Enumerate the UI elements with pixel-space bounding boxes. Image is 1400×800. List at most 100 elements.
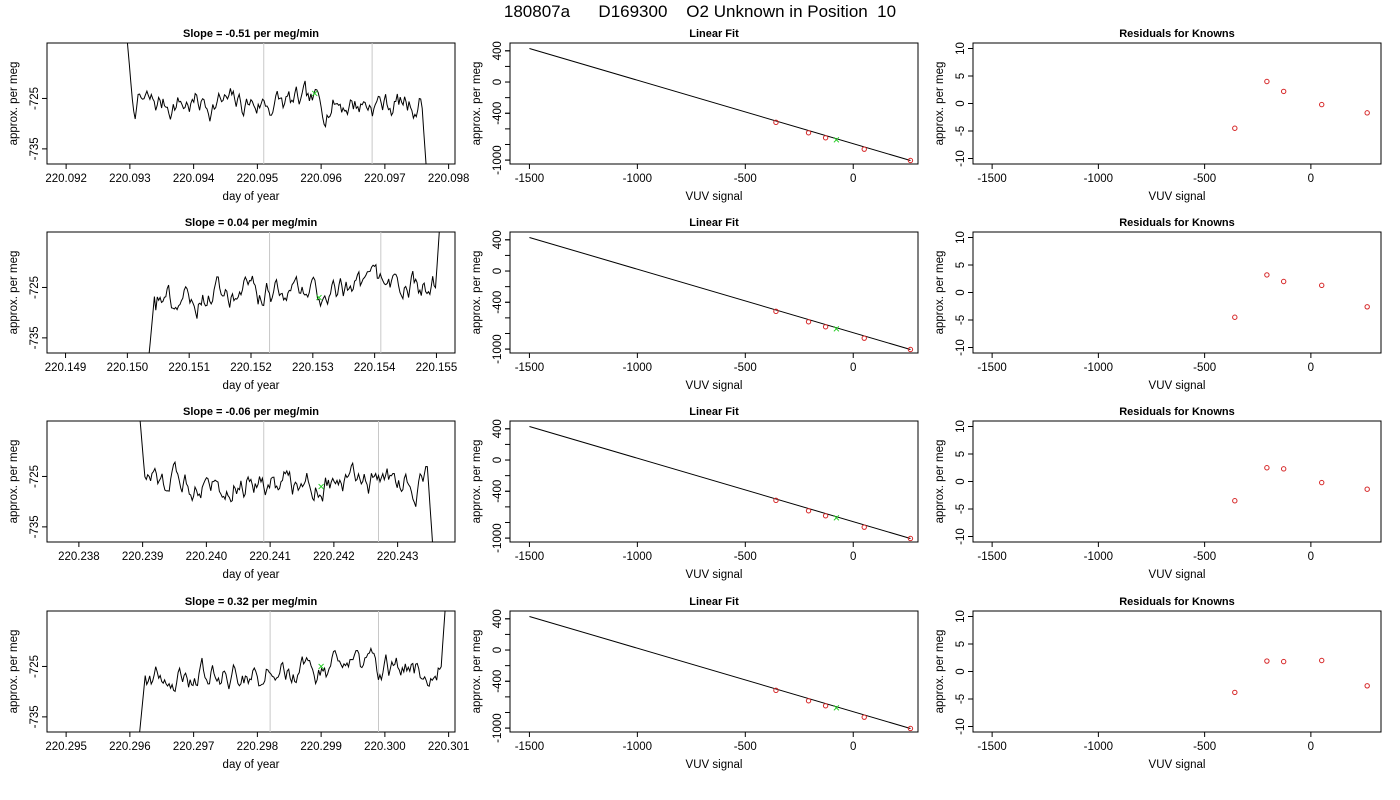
x-tick-label: -1500	[977, 362, 1006, 374]
known-point	[907, 725, 914, 732]
plot-frame	[972, 231, 1382, 354]
y-axis-label: approx. per meg	[934, 630, 946, 714]
y-axis-label: approx. per meg	[934, 251, 946, 335]
y-tick-label: -400	[492, 480, 504, 503]
y-tick-label: 0	[492, 268, 504, 274]
x-tick-label: -500	[734, 551, 757, 563]
plot-area	[126, 43, 427, 164]
residual-point	[1364, 486, 1370, 492]
y-tick-label: -1000	[492, 523, 504, 552]
x-tick-label: 220.297	[173, 741, 215, 753]
y-tick-label: 10	[955, 610, 967, 623]
x-tick-label: -1000	[623, 741, 652, 753]
x-tick-label: -500	[1193, 741, 1216, 753]
x-tick-label: -500	[1193, 362, 1216, 374]
fit-line	[529, 425, 911, 539]
time-series-line	[126, 43, 427, 164]
plot-frame	[46, 231, 456, 354]
x-tick-label: -1500	[515, 551, 544, 563]
x-axis-label: VUV signal	[686, 759, 743, 771]
residuals-panel-row-1: Residuals for Knowns -1500 -1000 -500 0 10 5 0 -…	[934, 28, 1382, 203]
y-tick-label: 400	[492, 609, 504, 628]
plot-frame	[509, 231, 919, 354]
residual-point	[1319, 479, 1325, 486]
y-tick-label: 5	[955, 641, 967, 647]
known-point	[805, 319, 812, 325]
y-tick-label: -5	[955, 694, 967, 704]
y-axis-label: approx. per meg	[471, 440, 483, 524]
y-tick-label: -735	[29, 515, 41, 538]
x-tick-label: -500	[734, 741, 757, 753]
y-tick-label: -725	[29, 276, 41, 299]
x-tick-label: 0	[850, 173, 856, 185]
residual-point	[1232, 689, 1238, 696]
residual-point	[1232, 498, 1238, 504]
panel-title: Linear Fit	[689, 406, 739, 418]
x-tick-label: 220.097	[364, 173, 406, 185]
y-tick-label: -5	[955, 504, 967, 514]
y-tick-label: 10	[955, 420, 967, 433]
y-axis-label: approx. per meg	[8, 440, 20, 524]
time-series-panel-row-4: Slope = 0.32 per meg/min 220.295 220.296 22…	[8, 596, 469, 771]
y-tick-label: 10	[955, 42, 967, 55]
linear-fit-panel-row-1: Linear Fit -1500 -1000 -500 0 400 0 -400 -1000 VU…	[471, 28, 919, 203]
plot-frame	[46, 420, 456, 543]
residual-point	[1364, 304, 1370, 310]
x-tick-label: 220.094	[173, 173, 215, 185]
plot-area	[529, 236, 914, 353]
x-axis-label: VUV signal	[686, 380, 743, 392]
y-axis-label: approx. per meg	[471, 251, 483, 335]
x-axis-label: day of year	[223, 759, 280, 771]
x-tick-label: -1000	[1084, 741, 1113, 753]
unknown-point-marker	[318, 483, 324, 490]
panel-title: Linear Fit	[689, 217, 739, 229]
x-tick-label: 220.155	[416, 362, 458, 374]
plot-area	[1232, 272, 1370, 320]
panel-title: Residuals for Knowns	[1119, 217, 1235, 229]
x-axis-label: day of year	[223, 191, 280, 203]
x-tick-label: 0	[1308, 173, 1314, 185]
known-point	[822, 703, 829, 709]
plot-frame	[46, 42, 456, 165]
time-series-line	[148, 232, 440, 353]
x-tick-label: 220.242	[313, 551, 355, 563]
unknown-point-marker	[833, 136, 840, 143]
known-point	[822, 324, 829, 330]
x-tick-label: 220.241	[249, 551, 291, 563]
x-tick-label: -1500	[977, 551, 1006, 563]
x-tick-label: 220.238	[58, 551, 100, 563]
panel-title: Slope = 0.04 per meg/min	[185, 217, 318, 229]
x-axis-label: VUV signal	[1149, 759, 1206, 771]
y-tick-label: -10	[955, 339, 967, 356]
plot-area	[529, 425, 914, 542]
residual-point	[1319, 101, 1325, 108]
x-tick-label: 220.153	[292, 362, 334, 374]
residual-point	[1319, 282, 1325, 289]
y-axis-label: approx. per meg	[934, 440, 946, 524]
panel-title: Residuals for Knowns	[1119, 406, 1235, 418]
residual-point	[1280, 88, 1287, 95]
y-tick-label: 0	[955, 668, 967, 674]
x-tick-label: -1500	[515, 173, 544, 185]
x-tick-label: -1500	[977, 741, 1006, 753]
x-tick-label: -1000	[1084, 173, 1113, 185]
y-tick-label: -400	[492, 670, 504, 693]
y-axis-label: approx. per meg	[8, 630, 20, 714]
x-tick-label: -500	[1193, 551, 1216, 563]
y-tick-label: 400	[492, 41, 504, 60]
y-tick-label: -725	[29, 465, 41, 488]
known-point	[805, 508, 812, 514]
x-tick-label: 220.295	[45, 741, 87, 753]
residual-point	[1319, 657, 1325, 664]
known-point	[822, 135, 829, 141]
y-tick-label: 0	[492, 457, 504, 463]
x-tick-label: 220.243	[377, 551, 419, 563]
plot-frame	[509, 420, 919, 543]
x-tick-label: 0	[1308, 362, 1314, 374]
residual-point	[1280, 658, 1287, 665]
known-point	[907, 535, 914, 542]
x-tick-label: -1500	[515, 362, 544, 374]
known-point	[773, 497, 779, 504]
x-tick-label: -500	[734, 362, 757, 374]
x-axis-label: VUV signal	[1149, 380, 1206, 392]
